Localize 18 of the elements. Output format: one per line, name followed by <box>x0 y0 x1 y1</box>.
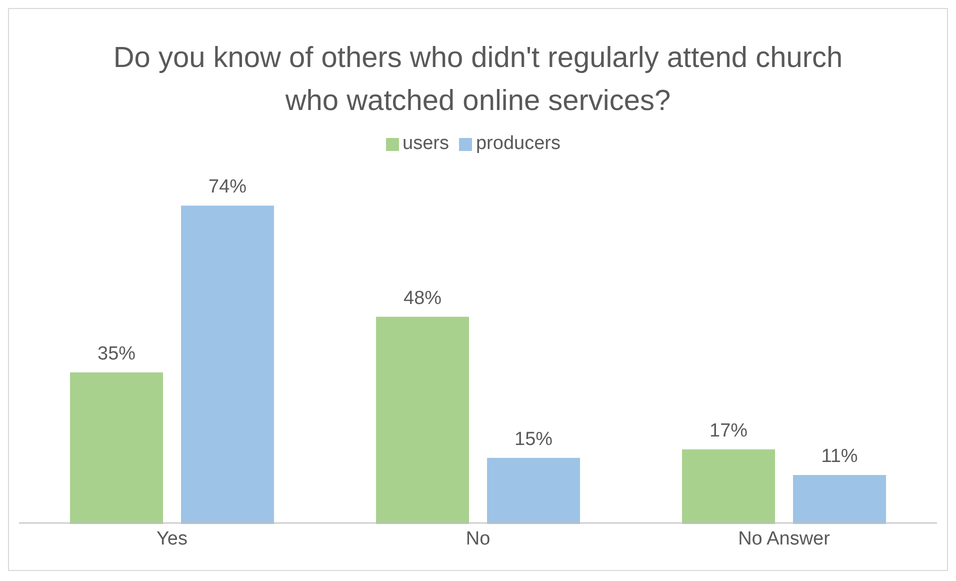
x-tick-label: No <box>466 528 490 550</box>
bar <box>181 206 274 524</box>
data-label: 48% <box>404 288 442 309</box>
x-tick-label: Yes <box>156 528 188 550</box>
x-tick-label: No Answer <box>738 528 831 550</box>
bar <box>376 316 470 524</box>
data-label: 11% <box>821 446 858 467</box>
data-label: 35% <box>98 343 136 364</box>
bar <box>682 449 776 524</box>
legend-label: users <box>402 133 449 154</box>
legend-label: producers <box>476 133 560 154</box>
bar <box>793 474 886 524</box>
data-label: 15% <box>514 428 553 450</box>
data-label: 74% <box>208 176 247 198</box>
bar <box>70 372 164 524</box>
data-label: 17% <box>710 420 748 442</box>
bar <box>487 458 580 524</box>
chart-title: Do you know of others who didn't regularly attend church who watched online services? <box>112 41 844 119</box>
